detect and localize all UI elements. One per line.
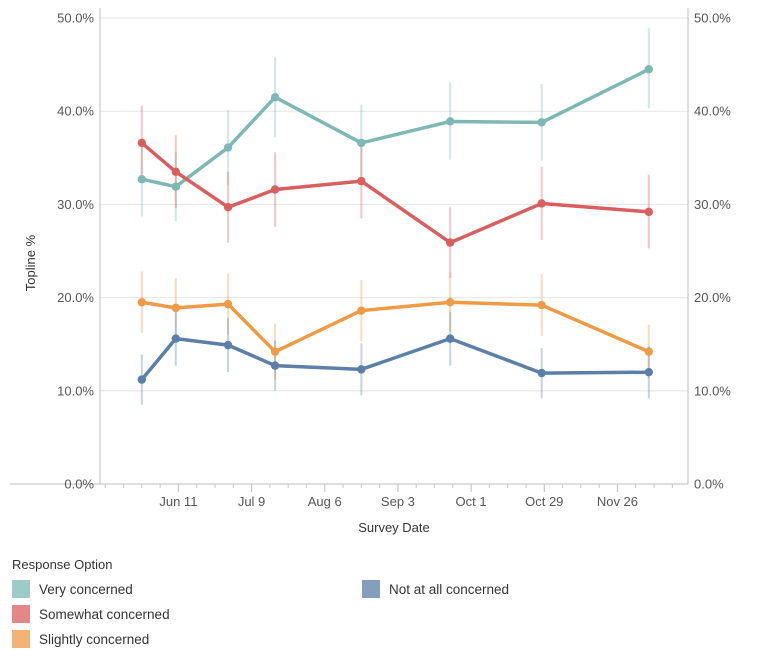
y-tick-label-left-0: 0.0% bbox=[64, 477, 94, 492]
very-concerned-point-4 bbox=[357, 138, 366, 148]
legend-item-very-concerned[interactable]: Very concerned bbox=[12, 579, 133, 599]
y-tick-label-right-5: 50.0% bbox=[694, 11, 731, 26]
legend-label: Somewhat concerned bbox=[39, 606, 170, 622]
very-concerned-point-1 bbox=[171, 182, 180, 191]
x-tick-label-3: Sep 3 bbox=[381, 494, 415, 509]
legend-label: Very concerned bbox=[39, 581, 133, 597]
y-tick-label-left-3: 30.0% bbox=[57, 197, 94, 212]
legend-title: Response Option bbox=[12, 557, 113, 572]
legend-label: Slightly concerned bbox=[39, 631, 150, 647]
legend: Response Option Very concerned Somewhat c… bbox=[12, 557, 772, 649]
somewhat-concerned-point-0 bbox=[137, 138, 147, 148]
somewhat-concerned-point-1 bbox=[171, 167, 180, 176]
very-concerned-line bbox=[140, 67, 651, 189]
error-bar-layer bbox=[140, 28, 650, 405]
not-at-all-concerned-point-5 bbox=[445, 334, 455, 343]
very-concerned-point-2 bbox=[223, 143, 233, 152]
y-tick-label-right-4: 40.0% bbox=[694, 104, 731, 119]
slightly-concerned-point-1 bbox=[171, 303, 180, 313]
slightly-concerned-point-2 bbox=[223, 299, 233, 309]
x-axis-title: Survey Date bbox=[358, 520, 430, 535]
axis-layer bbox=[10, 8, 689, 492]
very-concerned-point-6 bbox=[537, 118, 546, 127]
somewhat-concerned-point-6 bbox=[537, 199, 546, 208]
y-tick-label-right-0: 0.0% bbox=[694, 477, 724, 492]
x-tick-label-1: Jul 9 bbox=[238, 494, 265, 509]
y-tick-label-right-3: 30.0% bbox=[694, 197, 731, 212]
very-concerned-point-3 bbox=[270, 93, 280, 102]
slightly-concerned-point-7 bbox=[644, 347, 653, 356]
not-at-all-concerned-point-4 bbox=[357, 365, 366, 374]
legend-swatch bbox=[12, 605, 30, 623]
y-axis-title: Topline % bbox=[23, 234, 38, 291]
x-tick-label-5: Oct 29 bbox=[525, 494, 563, 509]
legend-label: Not at all concerned bbox=[389, 581, 510, 597]
y-tick-label-left-2: 20.0% bbox=[57, 290, 94, 305]
legend-swatch bbox=[12, 630, 30, 648]
somewhat-concerned-point-5 bbox=[445, 238, 455, 247]
somewhat-concerned-point-4 bbox=[357, 176, 366, 186]
very-concerned-point-7 bbox=[644, 65, 653, 74]
not-at-all-concerned-point-1 bbox=[171, 334, 180, 343]
somewhat-concerned-point-3 bbox=[270, 185, 280, 194]
y-tick-label-right-1: 10.0% bbox=[694, 383, 731, 398]
line-chart: Jun 11 Jul 9 Aug 6 Sep 3 Oct 1 Oct 29 Nov 26 0.… bbox=[10, 8, 731, 536]
legend-item-slightly-concerned[interactable]: Slightly concerned bbox=[12, 629, 149, 649]
slightly-concerned-line bbox=[140, 300, 651, 354]
somewhat-concerned-point-7 bbox=[644, 207, 653, 217]
y-tick-label-left-4: 40.0% bbox=[57, 104, 94, 119]
series-line-layer bbox=[140, 67, 651, 382]
not-at-all-concerned-point-3 bbox=[270, 361, 280, 370]
x-tick-label-4: Oct 1 bbox=[456, 494, 487, 509]
label-layer: Jun 11 Jul 9 Aug 6 Sep 3 Oct 1 Oct 29 Nov 26 0.… bbox=[23, 11, 731, 536]
y-tick-label-right-2: 20.0% bbox=[694, 290, 731, 305]
very-concerned-point-0 bbox=[137, 175, 147, 184]
slightly-concerned-point-5 bbox=[445, 298, 455, 307]
y-tick-label-left-1: 10.0% bbox=[57, 383, 94, 398]
not-at-all-concerned-point-7 bbox=[644, 367, 653, 377]
not-at-all-concerned-point-6 bbox=[537, 368, 546, 378]
slightly-concerned-point-3 bbox=[270, 347, 280, 356]
not-at-all-concerned-line bbox=[140, 336, 651, 382]
x-tick-label-6: Nov 26 bbox=[597, 494, 638, 509]
x-tick-label-2: Aug 6 bbox=[308, 494, 342, 509]
y-tick-label-left-5: 50.0% bbox=[57, 11, 94, 26]
somewhat-concerned-point-2 bbox=[223, 202, 233, 212]
slightly-concerned-point-0 bbox=[137, 298, 147, 307]
data-point-layer bbox=[137, 65, 653, 384]
slightly-concerned-point-6 bbox=[537, 300, 546, 310]
somewhat-concerned-line bbox=[140, 141, 651, 245]
not-at-all-concerned-point-0 bbox=[137, 375, 147, 384]
legend-swatch bbox=[362, 580, 380, 598]
legend-item-not-at-all-concerned[interactable]: Not at all concerned bbox=[362, 579, 509, 599]
slightly-concerned-point-4 bbox=[357, 306, 366, 315]
not-at-all-concerned-point-2 bbox=[223, 340, 233, 350]
legend-item-somewhat-concerned[interactable]: Somewhat concerned bbox=[12, 604, 170, 624]
legend-swatch bbox=[12, 580, 30, 598]
x-tick-label-0: Jun 11 bbox=[159, 494, 197, 509]
very-concerned-point-5 bbox=[445, 117, 455, 126]
